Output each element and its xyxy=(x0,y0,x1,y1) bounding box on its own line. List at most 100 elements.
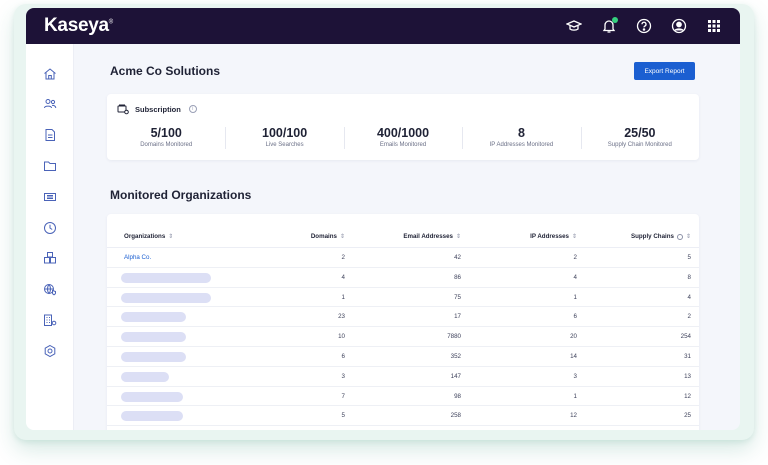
cell-ip-addresses: 1 xyxy=(573,392,577,400)
cell-ip-addresses: 20 xyxy=(570,333,577,341)
organization-link[interactable]: Alpha Co. xyxy=(124,254,152,261)
shield-globe-icon[interactable] xyxy=(42,281,58,297)
cell-domains: 7 xyxy=(341,392,345,400)
column-header-email-addresses[interactable]: Email Addresses ⇕ xyxy=(403,233,461,240)
bell-icon[interactable] xyxy=(601,17,618,34)
sort-icon[interactable]: ⇕ xyxy=(168,234,174,240)
export-report-button[interactable]: Export Report xyxy=(634,62,695,80)
sidebar xyxy=(26,44,74,430)
table-row[interactable]: 3 147 3 13 xyxy=(107,367,699,387)
stat-domains: 5/100 Domains Monitored xyxy=(107,126,225,154)
subscription-header: Subscription i xyxy=(117,103,197,115)
cell-ip-addresses: 6 xyxy=(573,313,577,321)
main-content: Acme Co Solutions Export Report Subscrip… xyxy=(74,44,740,430)
user-icon[interactable] xyxy=(671,18,687,34)
cell-supply-chains: 8 xyxy=(687,273,691,281)
stat-value: 5/100 xyxy=(150,126,182,140)
table-row[interactable]: 6 352 14 31 xyxy=(107,347,699,367)
cell-supply-chains: 4 xyxy=(687,293,691,301)
sort-icon[interactable]: ⇕ xyxy=(685,234,691,240)
stat-value: 25/50 xyxy=(624,126,656,140)
cell-email-addresses: 352 xyxy=(450,352,461,360)
cell-domains: 23 xyxy=(338,313,345,321)
cell-ip-addresses: 1 xyxy=(573,293,577,301)
notification-dot xyxy=(612,17,618,23)
kaseya-logo[interactable]: Kaseya® xyxy=(44,15,113,36)
cell-domains: 6 xyxy=(341,352,345,360)
table-row[interactable]: Alpha Co. 2 42 2 5 xyxy=(107,248,699,268)
cell-supply-chains: 5 xyxy=(687,254,691,261)
organization-name-placeholder xyxy=(121,312,186,323)
table-row[interactable]: 10 7880 20 254 xyxy=(107,327,699,347)
cell-email-addresses: 258 xyxy=(450,412,461,420)
cell-domains: 10 xyxy=(338,333,345,341)
table-body: Alpha Co. 2 42 2 5 4 86 4 8 1 75 xyxy=(107,248,699,427)
column-header-supply-chains[interactable]: Supply Chains ⇕ xyxy=(630,233,691,240)
cell-email-addresses: 147 xyxy=(450,372,461,380)
graduation-cap-icon[interactable] xyxy=(566,18,582,34)
cell-ip-addresses: 12 xyxy=(570,412,577,420)
info-icon[interactable] xyxy=(676,233,683,240)
stat-value: 400/1000 xyxy=(376,126,430,140)
table-row[interactable]: 4 86 4 8 xyxy=(107,268,699,288)
cell-supply-chains: 12 xyxy=(684,392,691,400)
home-icon[interactable] xyxy=(42,66,58,82)
stat-emails: 400/1000 Emails Monitored xyxy=(343,126,462,154)
stat-caption: IP Addresses Monitored xyxy=(489,142,554,148)
cell-ip-addresses: 3 xyxy=(573,372,577,380)
building-icon[interactable] xyxy=(42,312,58,328)
topbar-icon-group xyxy=(566,17,722,34)
monitored-organizations-title: Monitored Organizations xyxy=(110,188,252,202)
cell-ip-addresses: 14 xyxy=(570,352,577,360)
organization-name-placeholder xyxy=(121,351,186,362)
cell-domains: 5 xyxy=(341,412,345,420)
boxes-icon[interactable] xyxy=(42,250,58,266)
cell-domains: 3 xyxy=(341,372,345,380)
table-row[interactable]: 7 98 1 12 xyxy=(107,387,699,407)
table-row[interactable]: 1 75 1 4 xyxy=(107,288,699,308)
subscription-label: Subscription xyxy=(135,104,181,114)
cell-email-addresses: 7880 xyxy=(447,333,461,341)
cell-email-addresses: 17 xyxy=(454,313,461,321)
users-icon[interactable] xyxy=(42,96,58,112)
column-header-domains[interactable]: Domains ⇕ xyxy=(310,233,345,240)
subscription-stats: 5/100 Domains Monitored 100/100 Live Sea… xyxy=(107,126,699,154)
settings-icon[interactable] xyxy=(42,343,58,359)
stat-caption: Emails Monitored xyxy=(379,142,427,148)
stat-value: 100/100 xyxy=(262,126,308,140)
cell-email-addresses: 98 xyxy=(454,392,461,400)
ticket-icon[interactable] xyxy=(42,189,58,205)
stat-caption: Supply Chain Monitored xyxy=(607,142,672,148)
sort-icon[interactable]: ⇕ xyxy=(571,234,577,240)
sort-icon[interactable]: ⇕ xyxy=(455,234,461,240)
organization-name-placeholder xyxy=(121,332,186,343)
cell-domains: 1 xyxy=(341,293,345,301)
table-header: Organizations ⇕ Domains ⇕ Email Addresses ⇕… xyxy=(107,226,699,248)
app-window: Kaseya® xyxy=(26,8,740,430)
stat-value: 8 xyxy=(517,126,525,140)
cell-supply-chains: 31 xyxy=(684,352,691,360)
cell-domains: 2 xyxy=(341,254,345,261)
column-header-ip-addresses[interactable]: IP Addresses ⇕ xyxy=(530,233,577,240)
stat-supply-chain: 25/50 Supply Chain Monitored xyxy=(580,126,699,154)
help-icon[interactable] xyxy=(636,18,652,34)
cell-email-addresses: 75 xyxy=(454,293,461,301)
column-header-organizations[interactable]: Organizations ⇕ xyxy=(124,233,174,240)
top-navigation-bar: Kaseya® xyxy=(26,8,740,44)
organizations-table: Organizations ⇕ Domains ⇕ Email Addresses ⇕… xyxy=(107,214,699,430)
cell-email-addresses: 86 xyxy=(454,273,461,281)
clock-icon[interactable] xyxy=(42,220,58,236)
document-icon[interactable] xyxy=(42,127,58,143)
table-row[interactable]: 5 258 12 25 xyxy=(107,406,699,427)
stat-live-searches: 100/100 Live Searches xyxy=(225,126,343,154)
cell-ip-addresses: 4 xyxy=(573,273,577,281)
apps-grid-icon[interactable] xyxy=(706,18,722,34)
cell-supply-chains: 25 xyxy=(684,412,691,420)
cell-supply-chains: 254 xyxy=(680,333,691,341)
stat-caption: Live Searches xyxy=(265,142,304,148)
cell-ip-addresses: 2 xyxy=(573,254,577,261)
folder-icon[interactable] xyxy=(42,158,58,174)
sort-icon[interactable]: ⇕ xyxy=(339,234,345,240)
info-icon[interactable]: i xyxy=(188,105,197,113)
table-row[interactable]: 23 17 6 2 xyxy=(107,307,699,328)
